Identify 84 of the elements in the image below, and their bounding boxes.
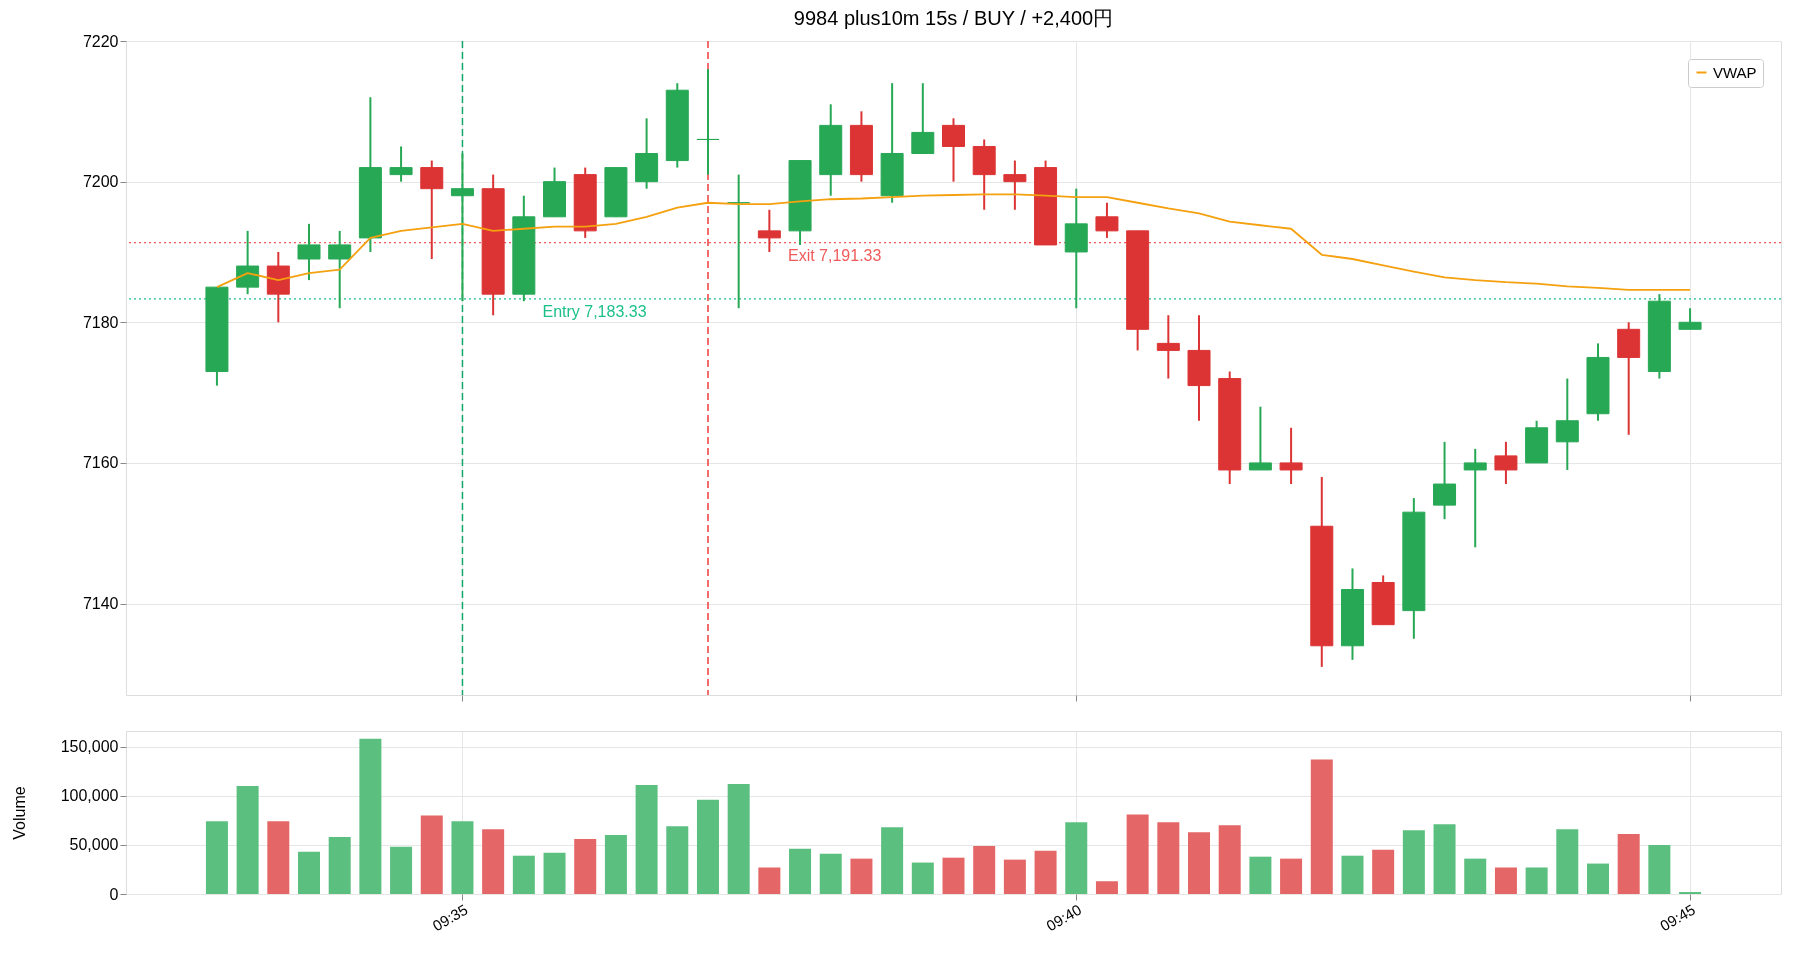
candlestick xyxy=(450,152,474,303)
bar xyxy=(1648,844,1671,894)
bar xyxy=(850,858,873,894)
bar xyxy=(1065,822,1088,894)
bar xyxy=(205,821,228,894)
chart-title: 9984 plus10m 15s / BUY / +2,400円 xyxy=(793,7,1114,29)
candlestick xyxy=(1494,440,1518,486)
bar xyxy=(727,784,750,894)
candlestick xyxy=(911,82,935,155)
candlestick xyxy=(297,222,321,282)
y-tick-label: 0 xyxy=(109,885,119,903)
bar xyxy=(1402,830,1425,894)
candlestick xyxy=(1678,307,1702,331)
y-tick-label: 7160 xyxy=(82,454,119,472)
candlestick xyxy=(1463,447,1487,549)
candlestick xyxy=(696,68,720,176)
bar xyxy=(1188,832,1211,894)
bar xyxy=(789,848,812,894)
bar xyxy=(604,835,627,894)
bar xyxy=(1433,824,1456,894)
y-tick-label: 7180 xyxy=(82,313,119,331)
y-tick-label: 150,000 xyxy=(60,738,119,756)
candlestick xyxy=(1279,426,1303,486)
bar xyxy=(390,846,413,894)
bar xyxy=(1157,822,1180,894)
bar xyxy=(1494,867,1517,894)
candlestick xyxy=(236,229,260,296)
candlestick xyxy=(1095,201,1119,239)
ref-line-label: Exit 7,191.33 xyxy=(787,246,882,264)
candlestick xyxy=(1433,440,1457,521)
bar xyxy=(298,851,321,894)
bar xyxy=(420,815,443,894)
bar xyxy=(236,785,259,894)
bar xyxy=(451,821,474,894)
legend-label: VWAP xyxy=(1713,63,1757,81)
bar xyxy=(328,837,351,894)
bar xyxy=(1003,859,1026,894)
bar xyxy=(1525,867,1548,894)
line-series xyxy=(216,193,1691,291)
bar xyxy=(973,845,996,894)
bar xyxy=(758,867,781,894)
candlestick xyxy=(389,145,413,183)
bar xyxy=(1095,881,1118,894)
bar xyxy=(911,862,934,894)
bar xyxy=(1034,850,1057,894)
candlestick xyxy=(1555,377,1579,471)
bar xyxy=(942,857,965,894)
bar xyxy=(1586,863,1609,894)
bar xyxy=(1556,829,1579,894)
bar xyxy=(696,799,719,894)
bar xyxy=(1464,858,1487,894)
ref-line-label: Entry 7,183.33 xyxy=(542,302,647,320)
candlestick xyxy=(328,229,352,310)
bar xyxy=(512,855,535,894)
bar xyxy=(635,785,658,894)
bar xyxy=(574,839,597,894)
candlestick xyxy=(727,173,751,310)
y-tick-label: 7140 xyxy=(82,595,119,613)
bar xyxy=(267,821,290,894)
bar xyxy=(543,852,566,894)
bar xyxy=(1280,858,1303,894)
y-tick-label: 7200 xyxy=(82,173,119,191)
bar xyxy=(1249,856,1272,894)
bar xyxy=(1218,825,1241,894)
y-tick-label: 50,000 xyxy=(69,836,119,854)
y-axis-title: Volume xyxy=(10,786,28,840)
candlestick xyxy=(420,159,444,260)
bar xyxy=(482,829,505,894)
bar xyxy=(666,826,689,894)
bar xyxy=(359,738,382,894)
candlestick xyxy=(1248,405,1272,471)
bar xyxy=(1310,759,1333,894)
candlestick xyxy=(1003,159,1027,211)
bar xyxy=(881,827,904,894)
bar xyxy=(1341,855,1364,894)
y-tick-label: 7220 xyxy=(82,32,119,50)
candlestick xyxy=(1156,314,1180,380)
y-tick-label: 100,000 xyxy=(60,787,119,805)
bar xyxy=(1372,849,1395,894)
bar xyxy=(1617,834,1640,894)
candlestick xyxy=(757,208,781,253)
bar xyxy=(819,853,842,894)
bar xyxy=(1126,814,1149,894)
candlestick xyxy=(942,117,965,183)
